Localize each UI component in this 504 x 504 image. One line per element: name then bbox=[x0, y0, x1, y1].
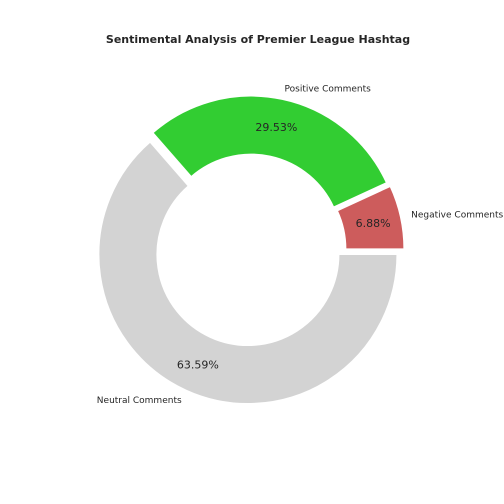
chart-title: Sentimental Analysis of Premier League H… bbox=[106, 33, 410, 46]
pct-label-negative-comments: 6.88% bbox=[356, 217, 391, 230]
pct-label-neutral-comments: 63.59% bbox=[177, 359, 219, 372]
slice-positive-comments bbox=[152, 95, 388, 208]
pct-label-positive-comments: 29.53% bbox=[255, 121, 297, 134]
slice-negative-comments bbox=[336, 185, 405, 250]
donut-labels: 6.88% Negative Comments 29.53% Positive Com… bbox=[97, 85, 504, 407]
category-label-positive-comments: Positive Comments bbox=[285, 85, 372, 95]
category-label-neutral-comments: Neutral Comments bbox=[97, 396, 182, 406]
slice-neutral-comments bbox=[98, 141, 398, 405]
donut-slices bbox=[98, 95, 405, 405]
category-label-negative-comments: Negative Comments bbox=[411, 211, 503, 221]
